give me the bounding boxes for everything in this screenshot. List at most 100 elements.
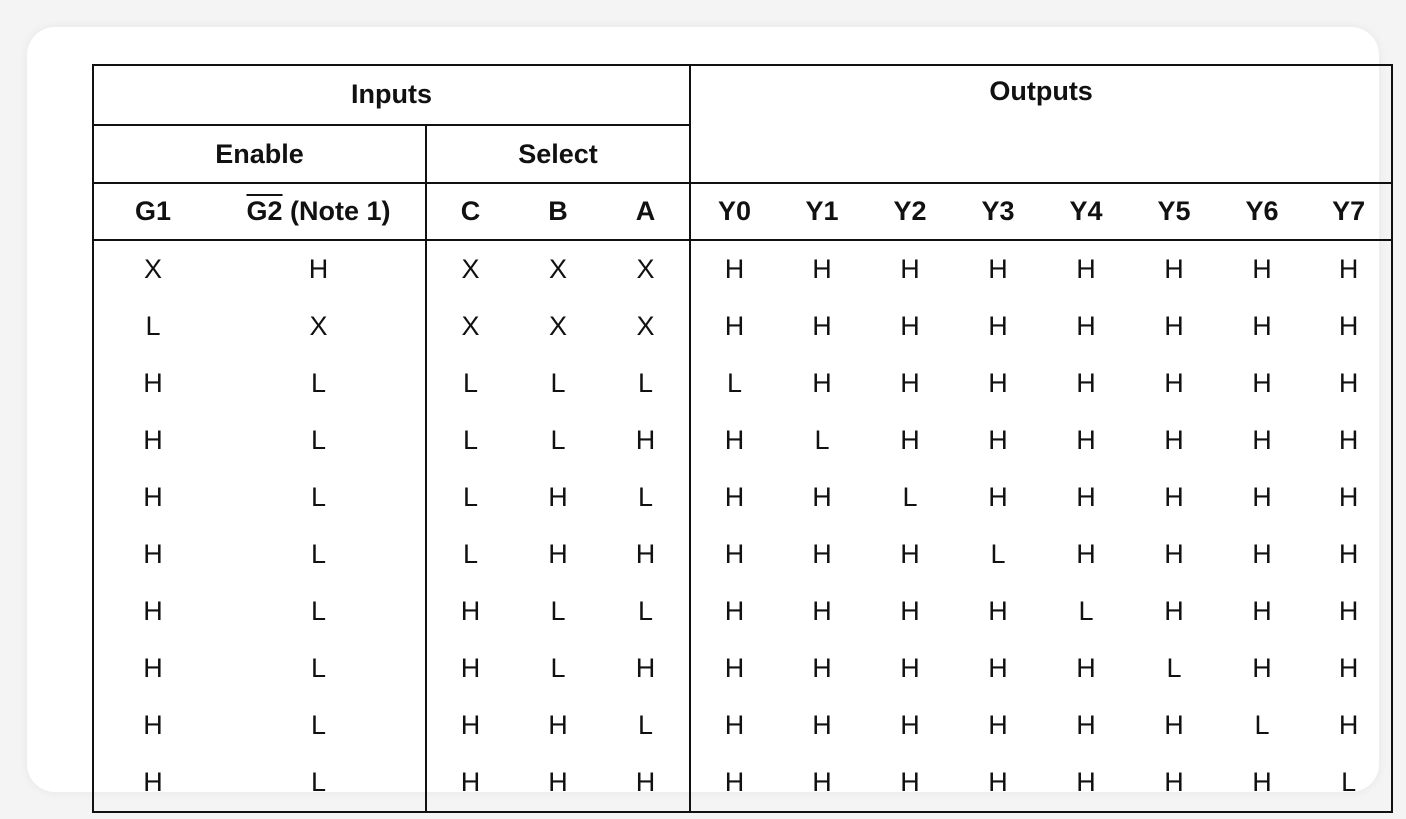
table-cell: H bbox=[900, 254, 920, 284]
inputs-header: Inputs bbox=[93, 65, 692, 126]
table-cell: X bbox=[548, 311, 567, 341]
table-cell: H bbox=[460, 596, 481, 626]
table-cell: L bbox=[1341, 767, 1357, 797]
table-cell: H bbox=[988, 653, 1008, 683]
table-cell: H bbox=[900, 596, 920, 626]
table-cell: H bbox=[724, 596, 745, 626]
table-cell: H bbox=[988, 596, 1008, 626]
table-cell: L bbox=[602, 469, 692, 526]
table-cell: H bbox=[1164, 482, 1184, 512]
table-cell: H bbox=[812, 596, 832, 626]
table-cell: H bbox=[988, 254, 1008, 284]
table-cell: H bbox=[143, 767, 163, 797]
table-cell: L bbox=[462, 368, 479, 398]
table-cell: L bbox=[212, 754, 427, 812]
table-cell: X bbox=[143, 254, 162, 284]
col-g2-label: G2 bbox=[246, 196, 283, 226]
table-cell: L bbox=[212, 583, 427, 640]
table-cell: H bbox=[1076, 710, 1096, 740]
col-y3: Y3 bbox=[954, 183, 1043, 241]
col-y1: Y1 bbox=[778, 183, 867, 241]
table-cell: H bbox=[724, 254, 745, 284]
table-cell: H bbox=[1164, 311, 1184, 341]
truth-table: Inputs Outputs Enable Select G1 G2 (Note… bbox=[92, 64, 1394, 813]
table-cell: L bbox=[212, 640, 427, 697]
col-y0: Y0 bbox=[690, 183, 779, 241]
table-cell: H bbox=[900, 425, 920, 455]
col-c: C bbox=[426, 183, 514, 241]
table-cell: H bbox=[1164, 539, 1184, 569]
table-cell: L bbox=[602, 697, 692, 754]
table-cell: L bbox=[212, 526, 427, 583]
table-cell: H bbox=[548, 710, 568, 740]
table-cell: H bbox=[900, 311, 920, 341]
table-cell: H bbox=[602, 412, 692, 469]
table-cell: H bbox=[724, 482, 745, 512]
table-cell: H bbox=[1164, 596, 1184, 626]
table-cell: H bbox=[1076, 767, 1096, 797]
table-cell: H bbox=[812, 368, 832, 398]
table-cell: H bbox=[143, 482, 163, 512]
table-cell: H bbox=[1338, 254, 1359, 284]
table-cell: L bbox=[212, 412, 427, 469]
table-cell: L bbox=[462, 539, 479, 569]
table-cell: H bbox=[1252, 368, 1272, 398]
table-cell: H bbox=[812, 311, 832, 341]
table-cell: L bbox=[1254, 710, 1270, 740]
table-cell: H bbox=[460, 710, 481, 740]
table-cell: H bbox=[1076, 425, 1096, 455]
table-cell: L bbox=[1166, 653, 1182, 683]
table-cell: H bbox=[1252, 254, 1272, 284]
col-g2-note: (Note 1) bbox=[282, 196, 391, 226]
table-cell: X bbox=[602, 298, 692, 355]
table-cell: H bbox=[988, 425, 1008, 455]
table-cell: X bbox=[212, 298, 427, 355]
table-cell: L bbox=[902, 482, 918, 512]
table-cell: H bbox=[1338, 311, 1359, 341]
table-cell: H bbox=[988, 482, 1008, 512]
table-cell: H bbox=[812, 710, 832, 740]
table-cell: H bbox=[1338, 596, 1359, 626]
table-cell: H bbox=[724, 653, 745, 683]
table-cell: H bbox=[1338, 653, 1359, 683]
card: Inputs Outputs Enable Select G1 G2 (Note… bbox=[27, 27, 1394, 813]
table-cell: L bbox=[550, 596, 566, 626]
table-cell: X bbox=[461, 254, 480, 284]
table-cell: L bbox=[212, 697, 427, 754]
table-cell: H bbox=[988, 710, 1008, 740]
table-cell: H bbox=[1076, 482, 1096, 512]
table-cell: H bbox=[900, 539, 920, 569]
table-cell: H bbox=[900, 653, 920, 683]
table-cell: H bbox=[812, 767, 832, 797]
table-cell: H bbox=[1252, 482, 1272, 512]
table-cell: H bbox=[724, 767, 745, 797]
table-cell: H bbox=[1252, 653, 1272, 683]
table-cell: H bbox=[988, 311, 1008, 341]
table-cell: H bbox=[900, 710, 920, 740]
table-cell: L bbox=[145, 311, 161, 341]
table-cell: X bbox=[602, 240, 692, 298]
table-cell: X bbox=[548, 254, 567, 284]
table-cell: H bbox=[1338, 482, 1359, 512]
table-cell: L bbox=[990, 539, 1006, 569]
table-cell: H bbox=[812, 482, 832, 512]
table-cell: H bbox=[1164, 767, 1184, 797]
table-cell: H bbox=[602, 526, 692, 583]
table-cell: H bbox=[143, 368, 163, 398]
table-cell: H bbox=[988, 368, 1008, 398]
table-cell: H bbox=[548, 539, 568, 569]
table-cell: L bbox=[602, 355, 692, 412]
table-cell: H bbox=[724, 710, 745, 740]
col-g2: G2 (Note 1) bbox=[212, 183, 427, 241]
table-cell: H bbox=[1338, 425, 1359, 455]
enable-header: Enable bbox=[93, 125, 427, 184]
table-cell: H bbox=[143, 653, 163, 683]
table-cell: H bbox=[1252, 767, 1272, 797]
table-cell: H bbox=[460, 767, 481, 797]
table-cell: L bbox=[212, 355, 427, 412]
table-cell: H bbox=[143, 596, 163, 626]
